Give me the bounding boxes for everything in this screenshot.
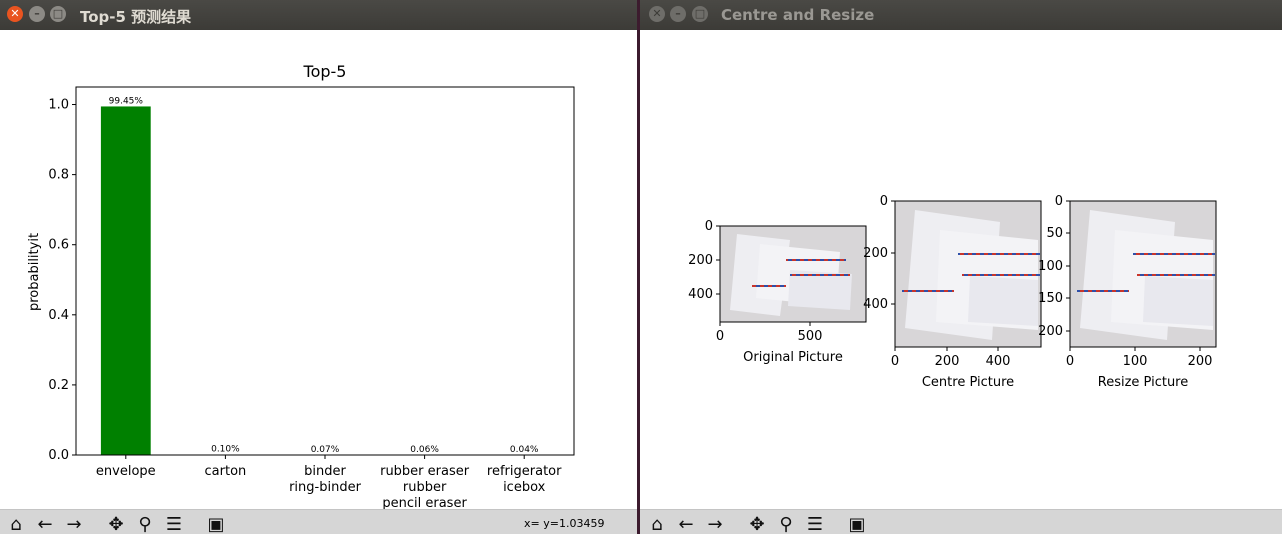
- y-tick-label: 0: [705, 219, 713, 234]
- envelope-stripe: [790, 274, 850, 276]
- back-arrow-icon[interactable]: ←: [678, 514, 694, 534]
- envelope-stripe: [1137, 274, 1215, 276]
- bar-data-label: 0.07%: [311, 445, 340, 455]
- prediction-window: ✕ – □ Top-5 预测结果 Top-5 probabilityit 99.…: [0, 0, 637, 534]
- panel-xlabel: Centre Picture: [922, 375, 1014, 390]
- chart-title: Top-5: [303, 62, 347, 81]
- envelope-stripe: [1077, 290, 1129, 292]
- bar-data-label: 0.10%: [211, 445, 240, 455]
- panel-frame: [719, 225, 867, 323]
- home-icon[interactable]: ⌂: [651, 514, 663, 534]
- maximize-window-button[interactable]: □: [50, 6, 66, 22]
- zoom-icon[interactable]: ⚲: [138, 514, 152, 534]
- x-tick-label: carton: [205, 464, 247, 479]
- minimize-window-button[interactable]: –: [29, 6, 45, 22]
- window-title: Centre and Resize: [721, 6, 875, 24]
- x-tick-label: pencil eraser: [382, 496, 467, 511]
- centre-resize-window: ✕ – □ Centre and Resize 0 500 0 200 400 Orig…: [640, 0, 1282, 534]
- y-tick-label: 0.2: [48, 378, 69, 393]
- envelope-stripe: [902, 290, 954, 292]
- subplots-icon[interactable]: ☰: [165, 514, 183, 534]
- y-tick-label: 0.0: [48, 448, 69, 463]
- window-divider: [637, 0, 640, 534]
- x-tick-label: 0: [891, 354, 899, 369]
- x-tick-label: ring-binder: [289, 480, 361, 495]
- y-axis-label: probabilityit: [27, 233, 42, 311]
- forward-arrow-icon[interactable]: →: [66, 514, 82, 534]
- back-arrow-icon[interactable]: ←: [37, 514, 53, 534]
- cursor-coordinates: x= y=1.03459: [524, 517, 605, 530]
- envelope-shape: [1143, 276, 1213, 326]
- envelope-stripe: [958, 253, 1040, 255]
- subplots-icon[interactable]: ☰: [806, 514, 824, 534]
- envelope-stripe: [786, 259, 846, 261]
- y-tick-label: 0: [880, 194, 888, 209]
- window-title: Top-5 预测结果: [80, 8, 192, 26]
- x-tick-label: binder: [304, 464, 346, 479]
- centre-picture-panel: 0 200 400 0 200 400 Centre Picture: [863, 194, 1042, 390]
- close-window-button[interactable]: ✕: [649, 6, 665, 22]
- save-icon[interactable]: ▣: [848, 514, 866, 534]
- x-tick-label: envelope: [96, 464, 156, 479]
- close-window-button[interactable]: ✕: [7, 6, 23, 22]
- maximize-window-button[interactable]: □: [692, 6, 708, 22]
- y-tick-label: 100: [1038, 259, 1063, 274]
- pan-icon[interactable]: ✥: [749, 514, 765, 534]
- panel-xlabel: Resize Picture: [1098, 375, 1189, 390]
- y-tick-label: 200: [1038, 324, 1063, 339]
- y-tick-label: 0.6: [48, 238, 69, 253]
- top5-bar-chart: Top-5 probabilityit 99.45% 0.10% 0.07% 0.06…: [27, 62, 575, 511]
- x-tick-label: 200: [1188, 354, 1213, 369]
- x-tick-label: 400: [986, 354, 1011, 369]
- pan-icon[interactable]: ✥: [108, 514, 124, 534]
- title-bar[interactable]: ✕ – □ Centre and Resize: [640, 0, 1282, 30]
- y-tick-label: 1.0: [48, 98, 69, 113]
- x-tick-label: rubber eraser: [380, 464, 470, 479]
- bar: [100, 106, 151, 456]
- envelope-stripe: [752, 285, 786, 287]
- y-tick-label: 0: [1055, 194, 1063, 209]
- x-tick-label: 0: [1066, 354, 1074, 369]
- y-tick-label: 150: [1038, 291, 1063, 306]
- x-tick-label: 100: [1123, 354, 1148, 369]
- bar-data-label: 0.06%: [410, 445, 439, 455]
- envelope-shape: [968, 276, 1038, 326]
- plot-toolbar: ⌂ ← → ✥ ⚲ ☰ ▣: [640, 509, 1282, 534]
- plot-toolbar: ⌂ ← → ✥ ⚲ ☰ ▣ x= y=1.03459: [0, 509, 637, 534]
- home-icon[interactable]: ⌂: [10, 514, 22, 534]
- y-tick-label: 400: [688, 287, 713, 302]
- envelope-stripe: [1133, 253, 1215, 255]
- title-bar[interactable]: ✕ – □ Top-5 预测结果: [0, 0, 637, 30]
- y-tick-label: 200: [863, 246, 888, 261]
- y-tick-label: 50: [1046, 226, 1063, 241]
- panel-frame: [1069, 200, 1217, 348]
- x-tick-label: 0: [716, 329, 724, 344]
- bar-data-label: 0.04%: [510, 445, 539, 455]
- x-tick-label: 500: [798, 329, 823, 344]
- x-tick-label: rubber: [403, 480, 447, 495]
- x-tick-label: refrigerator: [487, 464, 562, 479]
- x-tick-label: icebox: [503, 480, 546, 495]
- bar-data-label: 99.45%: [109, 96, 144, 106]
- x-tick-label: 200: [935, 354, 960, 369]
- panel-frame: [894, 200, 1042, 348]
- panel-xlabel: Original Picture: [743, 350, 843, 365]
- y-tick-label: 0.8: [48, 168, 69, 183]
- original-picture-panel: 0 500 0 200 400 Original Picture: [688, 219, 867, 365]
- y-tick-label: 0.4: [48, 308, 69, 323]
- plot-frame: [75, 86, 575, 456]
- forward-arrow-icon[interactable]: →: [707, 514, 723, 534]
- save-icon[interactable]: ▣: [207, 514, 225, 534]
- y-tick-label: 200: [688, 253, 713, 268]
- envelope-shape: [788, 270, 852, 310]
- minimize-window-button[interactable]: –: [670, 6, 686, 22]
- envelope-stripe: [962, 274, 1040, 276]
- y-tick-label: 400: [863, 297, 888, 312]
- zoom-icon[interactable]: ⚲: [779, 514, 793, 534]
